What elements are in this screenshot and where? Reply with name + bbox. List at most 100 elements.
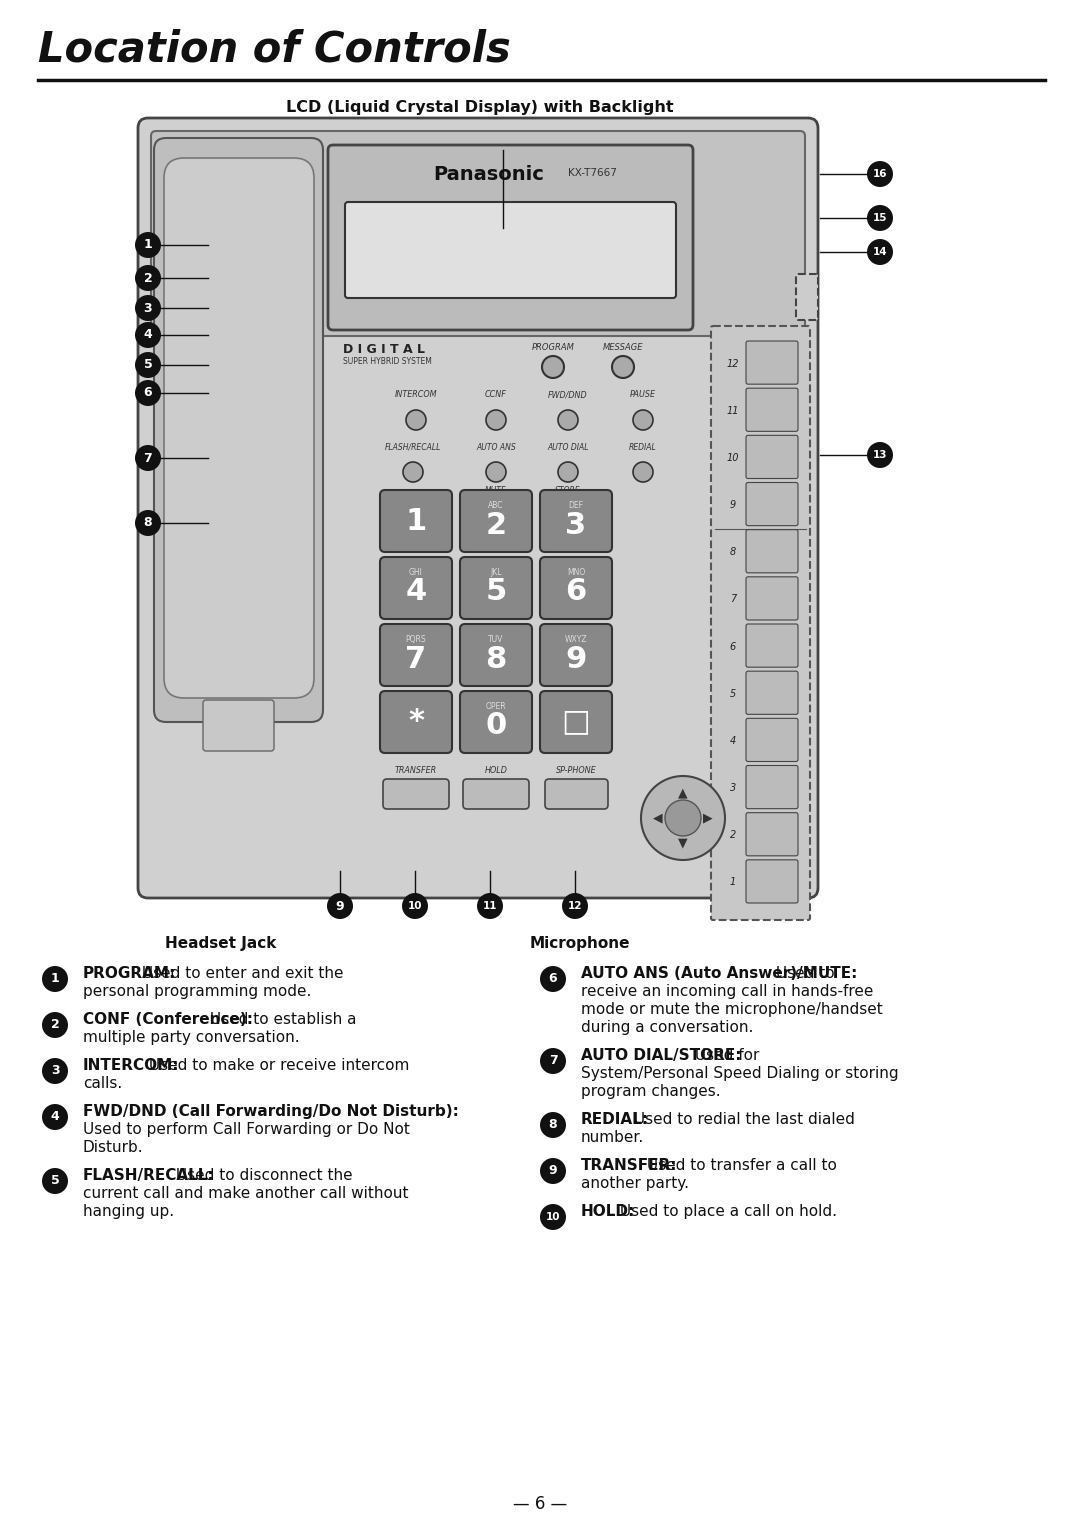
Text: 7: 7 [405, 645, 427, 673]
Circle shape [327, 893, 353, 919]
Text: 7: 7 [144, 451, 152, 465]
Text: 5: 5 [730, 688, 737, 699]
Text: TUV: TUV [488, 635, 503, 644]
Text: number.: number. [581, 1130, 645, 1145]
Text: 2: 2 [485, 511, 507, 540]
Circle shape [42, 1058, 68, 1084]
Text: during a conversation.: during a conversation. [581, 1020, 754, 1035]
FancyBboxPatch shape [746, 341, 798, 384]
Text: 3: 3 [51, 1064, 59, 1078]
Text: 2: 2 [51, 1018, 59, 1032]
Text: multiple party conversation.: multiple party conversation. [83, 1031, 299, 1044]
Text: Used to: Used to [771, 966, 835, 982]
FancyBboxPatch shape [460, 489, 532, 552]
Circle shape [486, 462, 507, 482]
Text: 5: 5 [485, 578, 507, 607]
Circle shape [42, 1168, 68, 1194]
Circle shape [867, 161, 893, 187]
Text: FLASH/RECALL:: FLASH/RECALL: [83, 1168, 215, 1183]
Text: 13: 13 [873, 450, 888, 460]
Text: 3: 3 [730, 783, 737, 794]
Text: AUTO ANS: AUTO ANS [476, 443, 516, 453]
Circle shape [42, 966, 68, 992]
Text: 8: 8 [485, 645, 507, 673]
FancyBboxPatch shape [746, 719, 798, 761]
Text: 1: 1 [51, 972, 59, 986]
Text: 0: 0 [485, 711, 507, 740]
Text: 4: 4 [405, 578, 427, 607]
Text: Location of Controls: Location of Controls [38, 28, 511, 70]
Text: Used to disconnect the: Used to disconnect the [172, 1168, 353, 1183]
Text: 9: 9 [336, 899, 345, 913]
FancyBboxPatch shape [746, 624, 798, 667]
Circle shape [558, 410, 578, 430]
Text: Used to establish a: Used to establish a [205, 1012, 356, 1027]
Text: 2: 2 [730, 830, 737, 841]
FancyBboxPatch shape [380, 489, 453, 552]
Circle shape [402, 893, 428, 919]
Text: 5: 5 [144, 358, 152, 372]
Text: 6: 6 [549, 972, 557, 986]
Text: ▼: ▼ [678, 836, 688, 850]
Circle shape [633, 462, 653, 482]
Text: 8: 8 [144, 517, 152, 529]
Text: WXYZ: WXYZ [565, 635, 588, 644]
Text: Disturb.: Disturb. [83, 1141, 144, 1154]
Text: INTERCOM:: INTERCOM: [83, 1058, 179, 1073]
Text: MNO: MNO [567, 567, 585, 576]
FancyBboxPatch shape [746, 576, 798, 619]
FancyBboxPatch shape [746, 766, 798, 809]
Text: Used to redial the last dialed: Used to redial the last dialed [629, 1112, 854, 1127]
FancyBboxPatch shape [746, 483, 798, 526]
Text: INTERCOM: INTERCOM [395, 390, 437, 399]
Circle shape [135, 323, 161, 349]
FancyBboxPatch shape [460, 557, 532, 619]
Text: 1: 1 [730, 878, 737, 887]
Circle shape [135, 352, 161, 378]
Text: 5: 5 [51, 1174, 59, 1188]
FancyBboxPatch shape [203, 700, 274, 751]
FancyBboxPatch shape [383, 778, 449, 809]
FancyBboxPatch shape [380, 557, 453, 619]
FancyBboxPatch shape [151, 131, 805, 336]
FancyBboxPatch shape [154, 138, 323, 722]
Text: Used to place a call on hold.: Used to place a call on hold. [615, 1203, 837, 1219]
Text: 9: 9 [730, 500, 737, 511]
Text: HOLD:: HOLD: [581, 1203, 635, 1219]
Text: *: * [408, 708, 424, 737]
Circle shape [562, 893, 588, 919]
Text: 10: 10 [408, 901, 422, 911]
FancyBboxPatch shape [380, 624, 453, 687]
Text: receive an incoming call in hands-free: receive an incoming call in hands-free [581, 985, 874, 998]
Text: MUTE: MUTE [485, 486, 507, 495]
Text: 4: 4 [51, 1110, 59, 1124]
Circle shape [558, 462, 578, 482]
Text: 10: 10 [727, 453, 739, 463]
Text: ▲: ▲ [678, 786, 688, 800]
Circle shape [403, 462, 423, 482]
Text: DEF: DEF [568, 502, 583, 511]
Text: 6: 6 [730, 642, 737, 651]
FancyBboxPatch shape [746, 859, 798, 904]
Text: 7: 7 [730, 595, 737, 604]
FancyBboxPatch shape [746, 388, 798, 431]
Text: □: □ [562, 708, 591, 737]
Text: OPER: OPER [486, 702, 507, 711]
Text: — 6 —: — 6 — [513, 1495, 567, 1514]
FancyBboxPatch shape [796, 274, 818, 320]
Text: 9: 9 [549, 1165, 557, 1177]
Text: calls.: calls. [83, 1076, 122, 1092]
Text: JKL: JKL [490, 567, 502, 576]
Text: AUTO DIAL/STORE:: AUTO DIAL/STORE: [581, 1047, 742, 1063]
FancyBboxPatch shape [746, 529, 798, 573]
Text: 3: 3 [566, 511, 586, 540]
Circle shape [612, 356, 634, 378]
FancyBboxPatch shape [711, 326, 810, 920]
Text: Used to enter and exit the: Used to enter and exit the [137, 966, 343, 982]
Circle shape [867, 239, 893, 265]
Text: ABC: ABC [488, 502, 503, 511]
Text: ◀: ◀ [653, 812, 663, 824]
Text: D I G I T A L: D I G I T A L [343, 342, 426, 356]
Text: GHI: GHI [409, 567, 423, 576]
Text: System/Personal Speed Dialing or storing: System/Personal Speed Dialing or storing [581, 1066, 899, 1081]
